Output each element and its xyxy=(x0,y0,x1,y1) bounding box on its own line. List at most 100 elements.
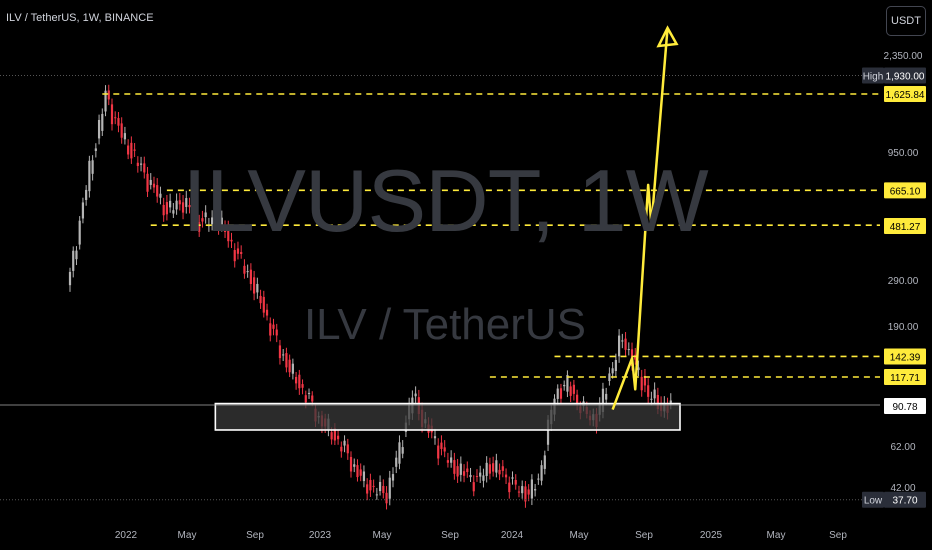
price-label: High xyxy=(863,72,884,83)
candle-body xyxy=(194,212,198,215)
candle-body xyxy=(72,250,75,271)
candle-body xyxy=(385,492,388,504)
candle-body xyxy=(165,202,168,215)
candle-body xyxy=(488,464,491,474)
price-label-box xyxy=(884,491,926,508)
price-label-box xyxy=(884,86,926,102)
candle-body xyxy=(85,189,88,200)
time-axis: 2022 May Sep 2023 May Sep 2024 May Sep 2025 May Sep xyxy=(115,530,847,541)
candle-body xyxy=(265,309,269,316)
candle-body xyxy=(501,466,504,471)
price-label-box xyxy=(884,218,926,234)
candle-body xyxy=(401,447,404,454)
time-tick: Sep xyxy=(246,530,264,541)
candle-body xyxy=(278,345,282,359)
candle-body xyxy=(359,469,362,476)
price-tick: 2,350.00 xyxy=(884,51,923,62)
candle-body xyxy=(469,474,472,478)
candle-body xyxy=(576,394,579,404)
candle-body xyxy=(356,465,359,478)
candle-body xyxy=(475,476,479,478)
price-label-box xyxy=(884,398,926,414)
watermark-name: ILV / TetherUS xyxy=(303,300,587,349)
candle-body xyxy=(349,456,353,472)
price-label: 1,930.00 xyxy=(886,72,925,83)
candle-body xyxy=(149,179,152,185)
candle-body xyxy=(414,393,417,397)
candle-body xyxy=(143,163,146,173)
candle-body xyxy=(621,340,624,342)
candle-body xyxy=(136,162,139,167)
candle-body xyxy=(120,123,123,138)
candle-body xyxy=(101,113,104,131)
candlestick-series xyxy=(68,84,672,510)
candle-body xyxy=(456,466,459,477)
candle-body xyxy=(110,104,114,125)
candle-body xyxy=(130,142,133,159)
candle-body xyxy=(304,395,307,403)
price-tick: 190.00 xyxy=(888,322,919,333)
time-tick: Sep xyxy=(441,530,459,541)
candle-body xyxy=(472,482,475,492)
candle-body xyxy=(556,388,559,399)
candle-body xyxy=(91,160,94,174)
candle-body xyxy=(650,398,653,400)
candle-body xyxy=(233,250,236,262)
price-label: 90.78 xyxy=(892,402,917,413)
candle-body xyxy=(336,435,340,440)
candle-body xyxy=(123,133,127,140)
candle-body xyxy=(97,119,101,139)
candle-body xyxy=(391,474,395,481)
price-label: 142.39 xyxy=(890,352,921,363)
time-tick: May xyxy=(767,530,786,541)
candle-body xyxy=(272,324,275,329)
candle-body xyxy=(311,395,314,402)
candle-body xyxy=(175,200,178,210)
candle-body xyxy=(508,482,511,493)
candle-body xyxy=(614,359,617,371)
candle-body xyxy=(256,283,259,293)
candle-body xyxy=(669,400,672,403)
candle-body xyxy=(220,217,223,227)
candle-body xyxy=(398,442,401,464)
candle-body xyxy=(275,329,278,336)
candle-body xyxy=(372,485,375,487)
price-label-box xyxy=(884,182,926,199)
price-tick: 950.00 xyxy=(888,148,919,159)
candle-body xyxy=(485,462,488,476)
candle-body xyxy=(482,475,485,481)
candle-body xyxy=(230,239,233,242)
candle-body xyxy=(601,388,605,412)
price-label: Low xyxy=(864,496,883,507)
candle-body xyxy=(572,384,575,394)
candle-body xyxy=(259,295,262,304)
candle-body xyxy=(249,269,252,284)
currency-button[interactable]: USDT xyxy=(886,6,926,36)
candle-body xyxy=(504,474,508,478)
candle-body xyxy=(291,363,294,374)
candle-body xyxy=(181,202,185,213)
candle-body xyxy=(366,484,369,494)
candle-body xyxy=(243,265,246,274)
candle-body xyxy=(223,227,227,232)
candle-body xyxy=(346,444,349,454)
candle-body xyxy=(343,440,346,446)
candle-body xyxy=(466,468,469,473)
candle-body xyxy=(201,218,204,222)
candle-body xyxy=(78,220,81,245)
candle-body xyxy=(653,389,656,399)
candle-body xyxy=(282,354,285,356)
candle-body xyxy=(498,469,501,475)
price-label: 37.70 xyxy=(892,496,917,507)
candle-body xyxy=(169,200,172,208)
candle-body xyxy=(514,479,517,485)
candle-body xyxy=(211,217,214,225)
candle-body xyxy=(285,353,288,368)
candle-body xyxy=(298,374,301,389)
candle-body xyxy=(569,386,572,396)
candle-body xyxy=(643,375,647,386)
candle-body xyxy=(566,374,569,392)
support-zone xyxy=(214,402,681,431)
candle-body xyxy=(517,491,521,493)
